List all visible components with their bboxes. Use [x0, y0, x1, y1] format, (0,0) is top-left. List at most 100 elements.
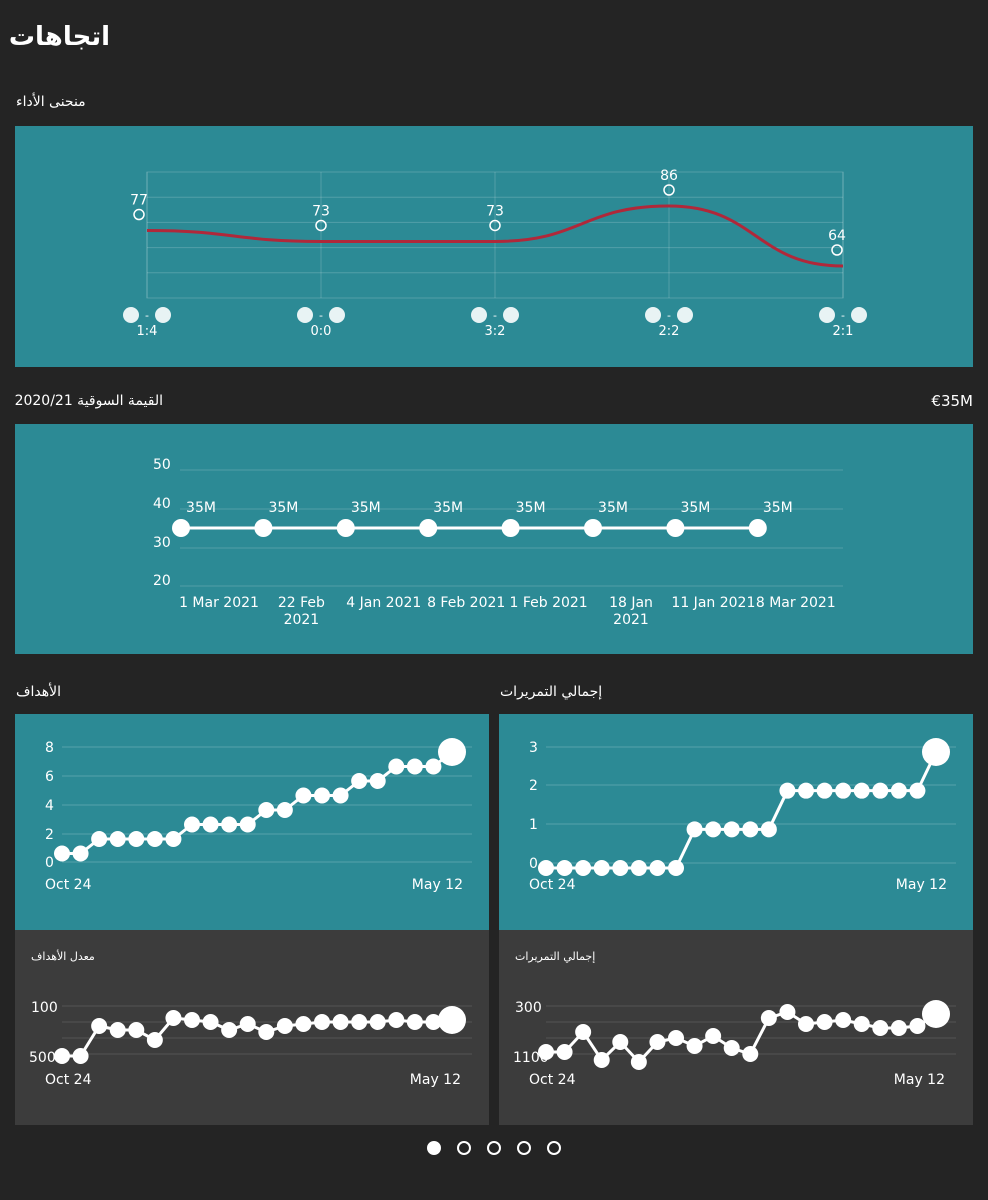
series-point: [556, 1044, 573, 1060]
series-point: [146, 831, 163, 847]
market-value-point-label: 35M: [433, 500, 463, 516]
assists-label: إجمالي التمريرات: [500, 684, 603, 700]
match-score: 0:0: [311, 324, 332, 339]
series-point: [705, 1028, 722, 1044]
market-value-point: [748, 519, 767, 537]
series-point: [890, 1020, 907, 1036]
series-point: [276, 802, 293, 818]
series-point: [388, 758, 405, 775]
performance-point-value: 77: [130, 193, 148, 209]
pagination-dot[interactable]: [457, 1141, 471, 1155]
rating-icon: [831, 244, 843, 256]
series-point: [816, 1014, 833, 1030]
match-score: 3:2: [485, 324, 506, 339]
y-tick-label: 0: [529, 856, 538, 872]
series-point: [239, 1016, 256, 1032]
market-value-chart-panel: 50 40 30 20 35M 1 Mar 2021 35M 22 Feb 2021 35M 4 J…: [15, 424, 973, 654]
performance-point-value: 73: [486, 203, 504, 219]
series-point: [872, 782, 889, 799]
series-point: [425, 1014, 442, 1030]
pagination-dot[interactable]: [517, 1141, 531, 1155]
series-point: [835, 1012, 852, 1028]
x-date-label: 1 Mar 2021: [179, 595, 259, 611]
series-point: [438, 738, 466, 766]
series-point: [686, 1038, 703, 1054]
series-point: [258, 1024, 275, 1040]
series-point: [72, 845, 89, 862]
x-start-label: Oct 24: [529, 1072, 576, 1088]
x-date-label: 8 Feb 2021: [427, 595, 505, 611]
series-point: [276, 1018, 293, 1034]
series-point: [91, 1018, 108, 1034]
x-date-label: 18 Jan: [609, 595, 653, 611]
y-tick-label: 2: [529, 778, 538, 794]
away-team-crest: [329, 307, 345, 323]
rating-icon: [315, 219, 327, 232]
series-line: [546, 1010, 937, 1065]
series-point: [109, 1022, 126, 1038]
series-line: [546, 751, 938, 870]
market-value-point-label: 35M: [268, 500, 298, 516]
series-point: [649, 860, 666, 876]
y-tick-label: 40: [153, 496, 171, 512]
market-value-point-label: 35M: [516, 500, 546, 516]
rating-icon: [663, 184, 675, 196]
series-point: [593, 1052, 610, 1068]
series-line: [62, 1016, 453, 1058]
goals-rate-chart: 100 500 Oct 24 May 12: [29, 1000, 472, 1088]
y-tick-label: 6: [45, 769, 54, 785]
series-point: [425, 758, 442, 775]
series-point: [575, 860, 592, 876]
y-tick-label: 8: [45, 740, 54, 756]
series-point: [165, 1010, 182, 1026]
x-end-label: May 12: [894, 1072, 945, 1088]
series-point: [146, 1032, 163, 1048]
market-value-point: [336, 519, 355, 537]
x-date-label: 8 Mar 2021: [756, 595, 836, 611]
market-value-point-label: 35M: [680, 500, 710, 516]
series-point: [922, 1000, 950, 1028]
x-end-label: May 12: [412, 877, 463, 893]
rating-icon: [489, 219, 501, 232]
series-point: [649, 1034, 666, 1050]
away-team-crest: [851, 307, 867, 323]
y-tick-label: 500: [29, 1050, 56, 1066]
series-point: [593, 860, 610, 876]
series-point: [128, 1022, 145, 1038]
series-point: [556, 860, 573, 876]
pagination-dot[interactable]: [427, 1141, 441, 1155]
series-point: [668, 1030, 684, 1046]
series-line: [62, 750, 453, 855]
performance-label: منحنى الأداء: [16, 94, 86, 110]
y-tick-label: 4: [45, 798, 54, 814]
series-point: [388, 1012, 405, 1028]
x-date-label: 11 Jan 2021: [671, 595, 755, 611]
goals-label: الأهداف: [16, 684, 62, 700]
x-end-label: May 12: [410, 1072, 461, 1088]
series-point: [314, 1014, 330, 1030]
series-point: [668, 860, 684, 876]
series-point: [295, 787, 312, 804]
away-team-crest: [503, 307, 519, 323]
series-point: [128, 831, 145, 847]
market-value-point: [666, 519, 685, 537]
y-tick-label: 2: [45, 827, 54, 843]
vs-separator: -: [319, 309, 323, 322]
away-team-crest: [155, 307, 171, 323]
goals-chart-panel: 8 6 4 2 0 Oct 24 May 12: [15, 714, 489, 930]
series-point: [835, 782, 852, 799]
series-point: [779, 1004, 796, 1020]
page-title: اتجاهات: [8, 22, 110, 52]
vs-separator: -: [145, 309, 149, 322]
series-point: [922, 738, 950, 766]
series-point: [630, 860, 647, 876]
pagination-dot[interactable]: [487, 1141, 501, 1155]
market-value-point: [419, 519, 438, 537]
x-end-label: May 12: [896, 877, 947, 893]
away-team-crest: [677, 307, 693, 323]
series-point: [630, 1054, 647, 1070]
series-point: [221, 816, 238, 833]
series-point: [109, 831, 126, 847]
pagination-dot[interactable]: [547, 1141, 561, 1155]
